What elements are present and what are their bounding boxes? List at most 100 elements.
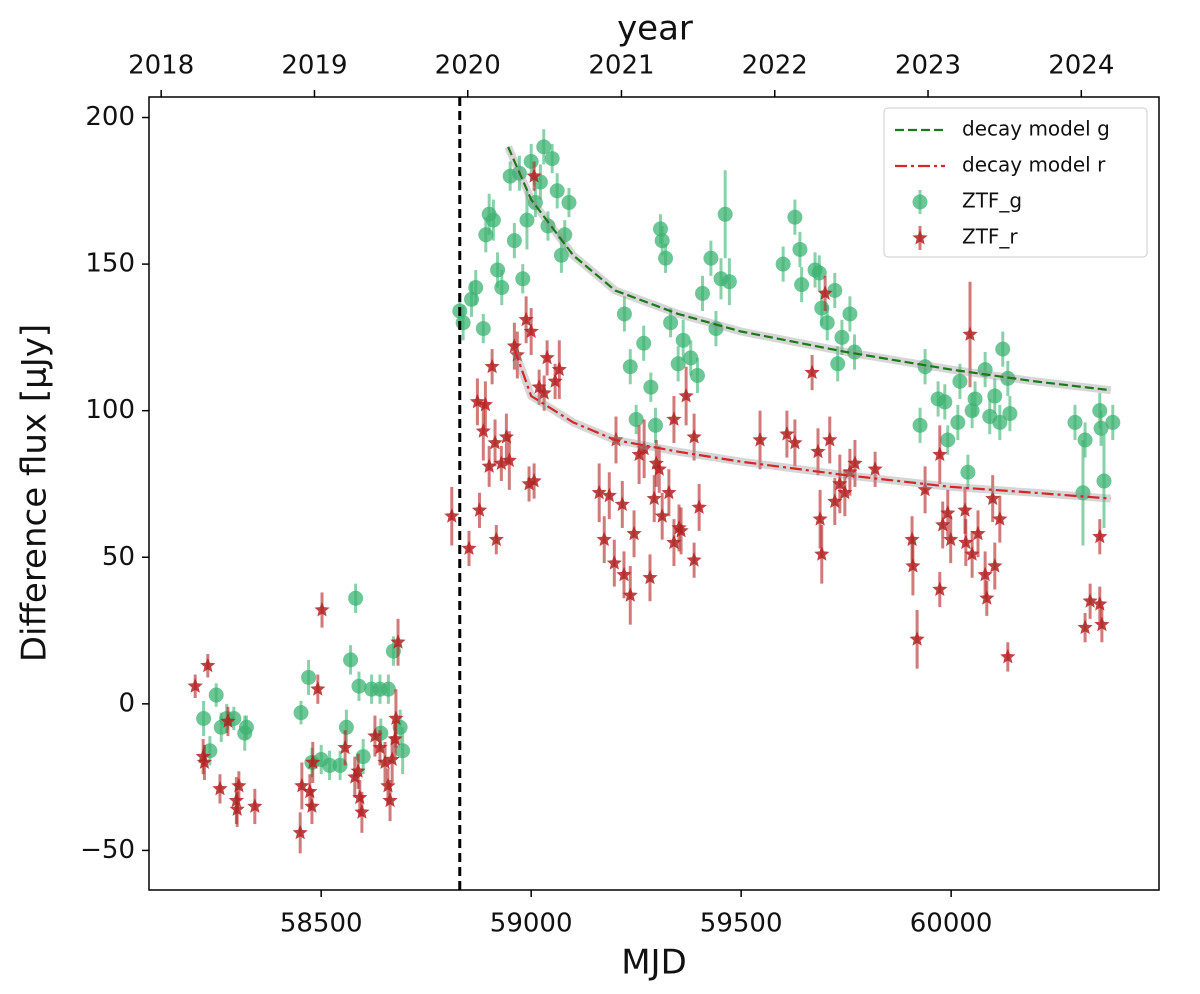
point: [475, 423, 491, 438]
point: [304, 798, 320, 813]
point: [827, 282, 843, 298]
top-tick-label: 2020: [435, 51, 501, 81]
point: [384, 751, 400, 766]
point: [455, 315, 471, 331]
y-tick-label: 0: [118, 688, 135, 718]
point: [526, 168, 542, 183]
y-axis-label: Difference flux [μJy]: [15, 324, 55, 662]
point: [987, 388, 1003, 404]
point: [666, 411, 682, 426]
point: [977, 362, 993, 378]
point: [814, 546, 830, 561]
point: [834, 329, 850, 345]
legend-label: decay model r: [962, 153, 1106, 177]
axes-frame: [148, 96, 1160, 891]
point: [642, 569, 658, 585]
point: [958, 534, 974, 550]
point: [208, 687, 224, 703]
point: [622, 359, 638, 375]
point: [561, 195, 577, 211]
point: [1000, 648, 1016, 664]
point: [519, 212, 535, 228]
point: [675, 332, 691, 348]
point: [653, 221, 669, 237]
point: [314, 602, 330, 617]
point: [940, 432, 956, 448]
point: [1082, 593, 1098, 608]
point: [471, 502, 488, 517]
point: [536, 385, 552, 400]
legend-frame: [883, 107, 1148, 258]
point: [827, 493, 843, 508]
point: [305, 754, 321, 769]
legend-label: ZTF_r: [962, 225, 1018, 249]
x-tick-label: 59000: [490, 909, 573, 939]
point: [654, 233, 670, 249]
point: [539, 349, 555, 365]
point: [196, 711, 212, 727]
point: [867, 461, 883, 476]
point: [661, 484, 677, 500]
point: [515, 271, 531, 287]
point: [382, 792, 398, 808]
point: [601, 487, 617, 503]
point: [526, 473, 542, 488]
point: [553, 247, 569, 263]
point: [494, 280, 510, 296]
y-tick-label: 150: [85, 249, 135, 279]
point: [943, 531, 959, 547]
point: [616, 566, 632, 582]
point: [689, 368, 705, 384]
point: [388, 710, 404, 725]
point: [950, 414, 966, 430]
point: [461, 540, 477, 555]
point: [678, 388, 694, 403]
point: [606, 555, 622, 570]
top-axis-label: year: [617, 9, 693, 49]
point: [380, 681, 396, 697]
point: [977, 566, 993, 582]
point: [1105, 414, 1121, 430]
point: [636, 440, 652, 456]
point: [775, 256, 791, 272]
point: [352, 789, 368, 805]
point: [683, 350, 699, 366]
point: [549, 183, 565, 199]
point: [847, 455, 863, 470]
point: [932, 581, 948, 596]
legend-label: decay model g: [962, 117, 1110, 141]
point: [646, 490, 662, 506]
point: [354, 804, 370, 819]
point: [1094, 616, 1110, 632]
point: [654, 508, 670, 523]
point: [591, 484, 607, 500]
point: [794, 277, 810, 293]
point: [523, 153, 539, 169]
point: [1092, 528, 1108, 544]
model-line: [513, 348, 1111, 500]
point: [390, 634, 406, 649]
point: [663, 315, 679, 331]
point: [506, 233, 522, 249]
x-tick-label: 59500: [700, 909, 783, 939]
point: [1093, 420, 1109, 436]
point: [957, 502, 973, 517]
point: [395, 743, 411, 759]
point: [536, 139, 552, 155]
point: [523, 323, 539, 338]
point: [481, 458, 497, 473]
point: [779, 426, 795, 441]
point: [651, 461, 667, 476]
point: [484, 358, 500, 374]
point: [238, 719, 254, 735]
point: [337, 739, 353, 755]
point: [228, 792, 244, 808]
point: [348, 590, 364, 606]
legend-label: ZTF_g: [962, 189, 1022, 213]
point: [468, 280, 484, 296]
top-tick-label: 2024: [1048, 51, 1114, 81]
top-tick-label: 2023: [895, 51, 961, 81]
point: [310, 681, 326, 696]
